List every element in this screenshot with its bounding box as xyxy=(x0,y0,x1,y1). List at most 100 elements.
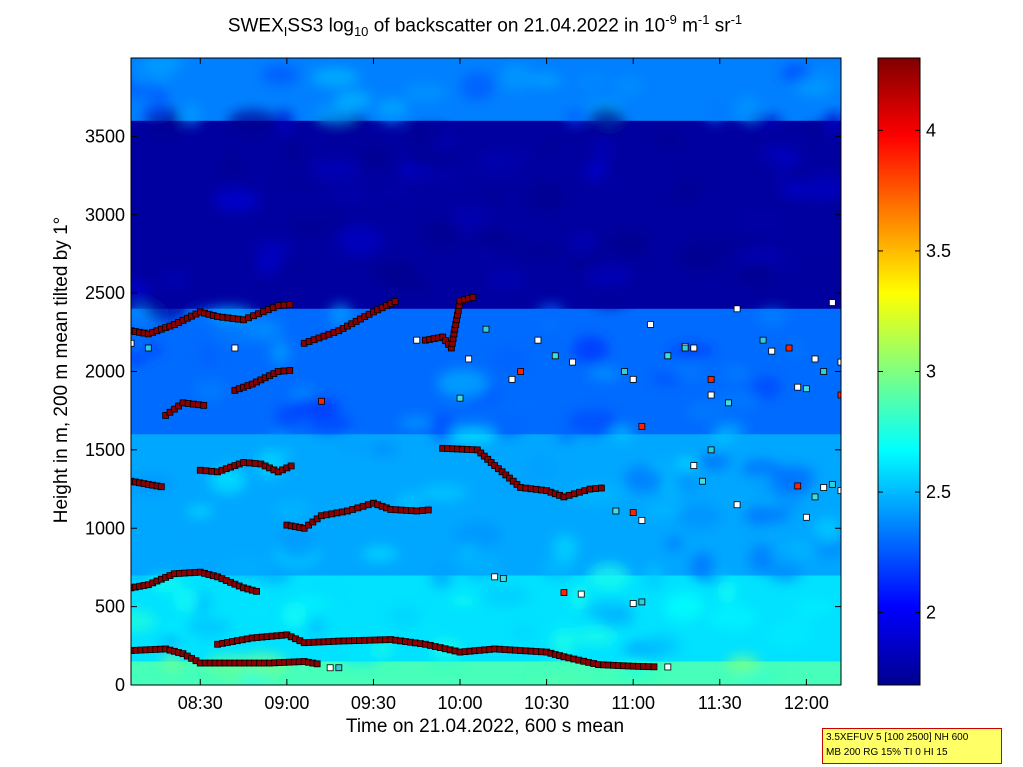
heatmap-cell xyxy=(584,264,633,286)
y-tick-label: 2500 xyxy=(85,283,125,303)
scatter-point xyxy=(144,344,152,352)
heatmap-cell xyxy=(472,228,517,251)
heatmap-cell xyxy=(374,639,392,659)
y-tick-label: 3500 xyxy=(85,126,125,146)
heatmap-cell xyxy=(131,610,157,632)
heatmap-cell xyxy=(813,183,841,199)
heatmap-cell xyxy=(151,86,168,104)
heatmap-cell xyxy=(541,323,561,352)
scatter-point xyxy=(837,358,841,366)
scatter-point xyxy=(820,484,828,491)
heatmap-cell xyxy=(174,499,194,527)
heatmap-cell xyxy=(378,184,416,201)
heatmap-cell xyxy=(384,391,405,402)
heatmap-cell xyxy=(804,124,830,137)
layer-line-marker xyxy=(274,302,282,310)
layer-line-marker xyxy=(196,466,204,474)
heatmap-cell xyxy=(735,671,776,683)
heatmap-cell xyxy=(212,188,260,212)
heatmap-cell xyxy=(131,377,142,399)
heatmap-cell xyxy=(566,668,592,685)
heatmap-cell xyxy=(530,73,561,88)
heatmap-cell xyxy=(131,352,148,365)
heatmap-cell xyxy=(366,376,385,394)
scatter-point xyxy=(837,487,841,495)
heatmap-cell xyxy=(767,562,802,582)
scatter-point xyxy=(699,477,706,485)
chart-title: SWEXISS3 log10 of backscatter on 21.04.2… xyxy=(227,12,743,40)
heatmap-cell xyxy=(486,269,527,290)
scatter-point xyxy=(664,352,672,360)
heatmap-cell xyxy=(540,558,575,580)
heatmap-cell xyxy=(760,282,801,294)
heatmap-cell xyxy=(361,546,399,561)
heatmap-cell xyxy=(161,651,184,673)
scatter-point xyxy=(465,355,473,363)
scatter-point xyxy=(577,590,585,598)
layer-line-marker xyxy=(469,294,477,301)
heatmap-cell xyxy=(369,442,398,456)
heatmap-cell xyxy=(645,503,683,517)
heatmap-cell xyxy=(430,561,453,589)
scatter-point xyxy=(811,355,819,363)
scatter-point xyxy=(569,358,576,366)
heatmap-cell xyxy=(567,408,619,435)
scatter-point xyxy=(335,664,343,672)
x-tick-label: 11:00 xyxy=(611,693,655,713)
heatmap-cell xyxy=(499,63,534,91)
heatmap-cell xyxy=(337,439,369,451)
heatmap-cell xyxy=(460,72,495,101)
heatmap-cell xyxy=(337,225,383,256)
heatmap-cell xyxy=(379,113,405,124)
heatmap-cell xyxy=(158,270,191,290)
y-tick-label: 3000 xyxy=(85,205,125,225)
heatmap-cell xyxy=(481,585,530,606)
heatmap-cell xyxy=(603,230,649,258)
heatmap-cell xyxy=(420,219,463,248)
layer-line-marker xyxy=(208,467,216,475)
scatter-point xyxy=(612,507,620,515)
x-tick-label: 09:00 xyxy=(264,693,309,713)
scatter-point xyxy=(690,462,698,469)
heatmap-cell xyxy=(570,233,594,251)
heatmap-cell xyxy=(307,413,353,433)
heatmap-cell xyxy=(786,338,806,359)
y-tick-label: 1000 xyxy=(85,518,125,538)
heatmap-cell xyxy=(677,161,721,184)
heatmap-cell xyxy=(748,114,783,129)
heatmap-cell xyxy=(201,381,219,403)
heatmap-cell xyxy=(750,375,782,399)
heatmap-cell xyxy=(475,249,498,265)
heatmap-cell xyxy=(403,84,447,101)
heatmap-cell xyxy=(738,251,787,262)
heatmap-cell xyxy=(793,599,835,615)
heatmap-cell xyxy=(624,465,665,493)
heatmap-cell xyxy=(491,416,523,438)
heatmap-cell xyxy=(329,183,369,205)
heatmap-cell xyxy=(318,203,355,232)
heatmap-cell xyxy=(458,547,475,559)
heatmap-cell xyxy=(566,109,584,125)
info-box: 3.5XEFUV 5 [100 2500] NH 600 MB 200 RG 1… xyxy=(822,728,1002,764)
heatmap-cell xyxy=(241,603,273,621)
scatter-point xyxy=(638,517,646,524)
layer-line-marker xyxy=(424,506,432,514)
scatter-point xyxy=(534,336,542,344)
heatmap-cell xyxy=(406,125,451,145)
scatter-point xyxy=(802,513,810,521)
x-tick-label: 12:00 xyxy=(784,693,829,713)
heatmap-cell xyxy=(771,506,789,523)
scatter-point xyxy=(482,325,490,333)
layer-line-marker xyxy=(286,367,294,374)
y-tick-label: 1500 xyxy=(85,440,125,460)
scatter-point xyxy=(811,493,819,501)
heatmap-cell xyxy=(674,250,708,265)
layer-line-marker xyxy=(313,660,321,668)
heatmap-cell xyxy=(131,280,150,300)
heatmap-cell xyxy=(272,500,311,519)
heatmap-cell xyxy=(172,588,200,613)
heatmap-cell xyxy=(536,192,564,205)
scatter-point xyxy=(560,589,568,596)
heatmap-cell xyxy=(504,395,545,412)
heatmap-cell xyxy=(710,432,734,444)
